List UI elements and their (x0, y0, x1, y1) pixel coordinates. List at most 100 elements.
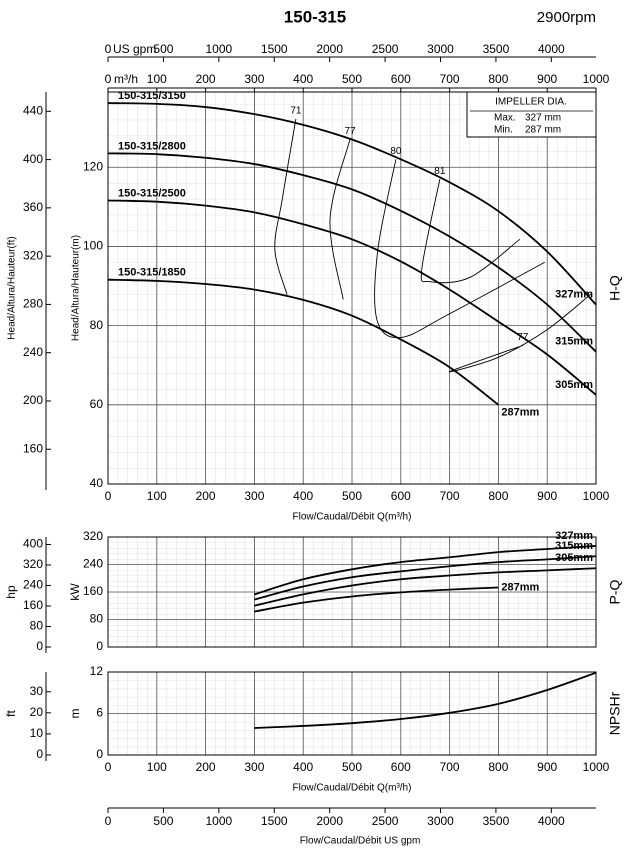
efficiency-line (374, 159, 545, 339)
y2-tick-label: 400 (23, 152, 43, 166)
y-axis-title: Head/Altura/Hauteur(m) (71, 235, 82, 341)
curve (107, 199, 597, 396)
x-tick-label: 0 (105, 760, 112, 774)
curve (254, 555, 597, 601)
y2-tick-label: 200 (23, 393, 43, 407)
y-axis-title: kW (68, 583, 82, 601)
x2-tick-label: 500 (153, 42, 173, 56)
impeller-title: IMPELLER DIA. (495, 97, 567, 108)
impeller-row-value: 327 mm (525, 113, 561, 124)
plot-border (107, 671, 597, 756)
y-tick-label: 80 (90, 318, 104, 332)
chart-title: 150-315 (284, 7, 346, 26)
curve-name: 327mm (555, 289, 593, 301)
x3-axis-title: m³/h (114, 72, 138, 86)
x2-tick-label: 3500 (483, 42, 510, 56)
y2-tick-label: 20 (30, 705, 44, 719)
curve (254, 567, 597, 607)
efficiency-label: 80 (390, 146, 402, 157)
x2-tick-label: 4000 (538, 42, 565, 56)
side-label: H-Q (607, 275, 623, 301)
curve-label: 150-315/3150 (118, 90, 186, 102)
x3-tick-label: 400 (293, 72, 313, 86)
curve-name: 305mm (555, 379, 593, 391)
y2-tick-label: 280 (23, 297, 43, 311)
x2-tick-label: 2000 (316, 42, 343, 56)
y-tick-label: 160 (83, 584, 103, 598)
x2-tick-label: 1500 (261, 42, 288, 56)
x-tick-label: 200 (196, 760, 216, 774)
y-tick-label: 100 (83, 239, 103, 253)
y-axis-title: m (68, 709, 82, 719)
x2-tick-label: 1000 (205, 814, 232, 828)
x-tick-label: 400 (293, 489, 313, 503)
x-tick-label: 800 (488, 489, 508, 503)
x-tick-label: 500 (342, 489, 362, 503)
x2-tick-label: 2500 (372, 42, 399, 56)
efficiency-label: 81 (434, 166, 446, 177)
y-tick-label: 240 (83, 557, 103, 571)
y-tick-label: 6 (96, 706, 103, 720)
y2-tick-label: 30 (30, 684, 44, 698)
y2-tick-label: 240 (23, 345, 43, 359)
efficiency-line (449, 293, 592, 373)
x3-tick-label: 100 (147, 72, 167, 86)
y2-axis-title: Head/Altura/Hauteur(ft) (7, 236, 18, 339)
x2-tick-label: 2500 (372, 814, 399, 828)
x-tick-label: 800 (488, 760, 508, 774)
efficiency-line (274, 118, 297, 295)
y2-tick-label: 160 (23, 598, 43, 612)
curve-name: 287mm (501, 581, 539, 593)
x3-tick-label: 700 (440, 72, 460, 86)
y2-tick-label: 440 (23, 103, 43, 117)
x3-tick-label: 300 (244, 72, 264, 86)
y-tick-label: 60 (90, 397, 104, 411)
efficiency-label: 71 (290, 106, 302, 117)
impeller-row-label: Min. (494, 125, 513, 136)
x-tick-label: 600 (391, 489, 411, 503)
curve-name: 315mm (555, 336, 593, 348)
impeller-box (466, 91, 597, 138)
curve (254, 671, 597, 729)
x3-tick-label: 500 (342, 72, 362, 86)
x3-tick-label: 0 (105, 72, 112, 86)
efficiency-line (329, 139, 351, 300)
side-label: P-Q (607, 579, 623, 604)
x-axis-title: Flow/Caudal/Débit Q(m³/h) (293, 783, 412, 794)
y2-tick-label: 240 (23, 578, 43, 592)
y2-tick-label: 0 (36, 639, 43, 653)
x2-tick-label: 4000 (538, 814, 565, 828)
chart-subtitle: 2900rpm (537, 9, 596, 26)
curve (254, 586, 499, 613)
curve (107, 278, 499, 406)
curve-label: 150-315/2500 (118, 187, 186, 199)
y2-tick-label: 0 (36, 747, 43, 761)
x-tick-label: 400 (293, 760, 313, 774)
y-tick-label: 0 (96, 639, 103, 653)
side-label: NPSHr (607, 691, 623, 735)
curve (107, 102, 597, 306)
x-tick-label: 300 (244, 760, 264, 774)
x-tick-label: 600 (391, 760, 411, 774)
x-tick-label: 700 (440, 489, 460, 503)
x2-tick-label: 3000 (427, 814, 454, 828)
x-tick-label: 100 (147, 489, 167, 503)
x2-tick-label: 1500 (261, 814, 288, 828)
x3-tick-label: 600 (391, 72, 411, 86)
x-tick-label: 1000 (583, 489, 610, 503)
y2-tick-label: 360 (23, 200, 43, 214)
x3-tick-label: 900 (537, 72, 557, 86)
y-tick-label: 80 (90, 612, 104, 626)
x-tick-label: 900 (537, 760, 557, 774)
y-tick-label: 40 (90, 476, 104, 490)
curve-label: 150-315/1850 (118, 267, 186, 279)
x-tick-label: 900 (537, 489, 557, 503)
x2-tick-label: 500 (153, 814, 173, 828)
curve-label: 150-315/2800 (118, 140, 186, 152)
y2-tick-label: 10 (30, 726, 44, 740)
y2-axis-title: hp (4, 585, 18, 599)
x3-tick-label: 800 (488, 72, 508, 86)
y-tick-label: 120 (83, 159, 103, 173)
x2-tick-label: 0 (105, 42, 112, 56)
plot-border (107, 536, 597, 648)
